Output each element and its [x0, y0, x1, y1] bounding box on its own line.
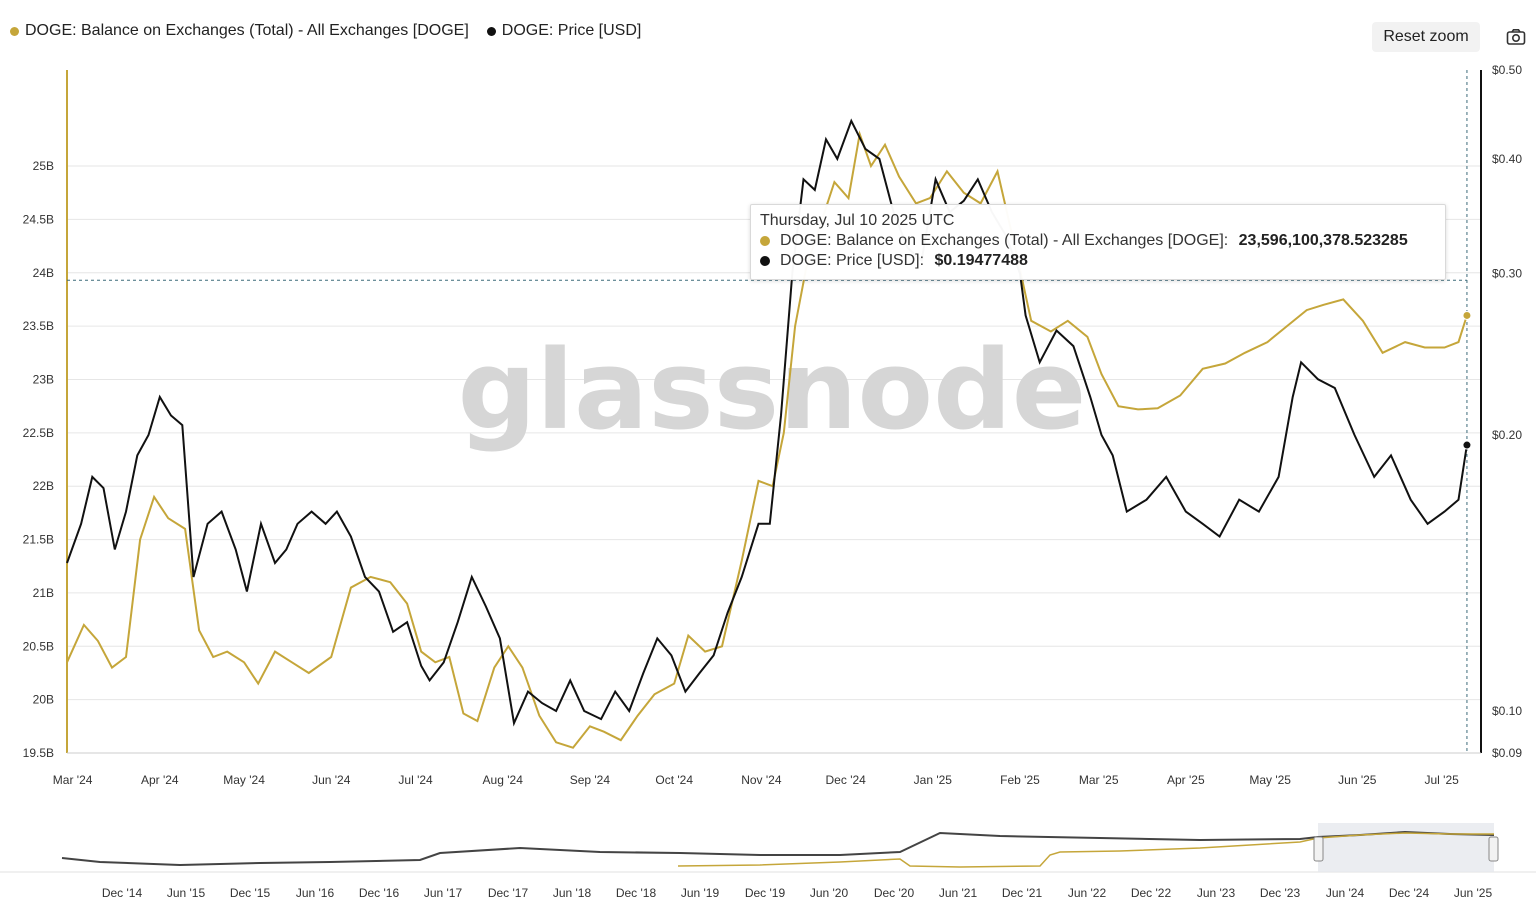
legend-item-balance[interactable]: DOGE: Balance on Exchanges (Total) - All…	[10, 22, 469, 40]
x-tick-label: Apr '25	[1167, 773, 1205, 787]
tooltip-price-row: DOGE: Price [USD]: $0.19477488	[760, 251, 1436, 271]
legend-dot-balance	[10, 26, 19, 36]
x-tick-label: Apr '24	[141, 773, 179, 787]
left-tick-label: 25B	[33, 159, 54, 173]
navigator-tick-label: Jun '17	[424, 886, 463, 900]
navigator-tick-label: Jun '16	[296, 886, 335, 900]
navigator-tick-label: Dec '21	[1002, 886, 1043, 900]
reset-zoom-button[interactable]: Reset zoom	[1372, 22, 1480, 52]
x-tick-label: Mar '24	[53, 773, 93, 787]
x-tick-label: Jun '24	[312, 773, 351, 787]
navigator-tick-label: Dec '14	[102, 886, 143, 900]
x-axis: Mar '24 Apr '24 May '24 Jun '24 Jul '24 Aug '…	[53, 752, 1481, 787]
camera-icon[interactable]	[1506, 28, 1526, 46]
balance-hover-marker	[1462, 310, 1472, 320]
navigator-tick-label: Jun '15	[167, 886, 206, 900]
navigator-tick-label: Dec '17	[488, 886, 529, 900]
navigator-tick-label: Dec '20	[874, 886, 915, 900]
x-tick-label: Jul '25	[1424, 773, 1459, 787]
navigator-tick-label: Dec '19	[745, 886, 786, 900]
left-axis: 19.5B 20B 20.5B 21B 21.5B 22B 22.5B 23B 23.5B 24B…	[23, 70, 68, 760]
legend: DOGE: Balance on Exchanges (Total) - All…	[10, 22, 641, 40]
navigator[interactable]: Dec '14 Jun '15 Dec '15 Jun '16 Dec '16 Jun '…	[0, 823, 1536, 900]
left-tick-label: 21B	[33, 586, 54, 600]
watermark: glassnode	[458, 326, 1087, 454]
navigator-selection	[1318, 823, 1494, 872]
tooltip-balance-label: DOGE: Balance on Exchanges (Total) - All…	[780, 232, 1233, 249]
tooltip: Thursday, Jul 10 2025 UTC DOGE: Balance …	[750, 204, 1446, 280]
tooltip-price-value: $0.19477488	[934, 252, 1028, 269]
left-tick-label: 20B	[33, 693, 54, 707]
x-tick-label: Aug '24	[483, 773, 524, 787]
tooltip-balance-value: 23,596,100,378.523285	[1238, 232, 1408, 249]
left-tick-label: 22B	[33, 479, 54, 493]
right-tick-label: $0.30	[1492, 266, 1522, 280]
x-tick-label: Mar '25	[1079, 773, 1119, 787]
x-tick-label: Dec '24	[826, 773, 867, 787]
navigator-tick-label: Jun '25	[1454, 886, 1493, 900]
navigator-tick-label: Dec '23	[1260, 886, 1301, 900]
left-tick-label: 20.5B	[23, 639, 54, 653]
navigator-tick-label: Jun '24	[1326, 886, 1365, 900]
left-tick-label: 22.5B	[23, 426, 54, 440]
right-tick-label: $0.40	[1492, 152, 1522, 166]
navigator-tick-label: Jun '20	[810, 886, 849, 900]
navigator-tick-label: Dec '22	[1131, 886, 1172, 900]
x-tick-label: May '24	[223, 773, 265, 787]
navigator-tick-label: Dec '15	[230, 886, 271, 900]
tooltip-dot-price	[760, 256, 770, 266]
navigator-tick-label: Jun '22	[1068, 886, 1107, 900]
right-tick-label: $0.50	[1492, 63, 1522, 77]
x-tick-label: Jul '24	[398, 773, 433, 787]
legend-item-price[interactable]: DOGE: Price [USD]	[486, 22, 642, 40]
legend-dot-price	[486, 26, 496, 36]
legend-label-balance: DOGE: Balance on Exchanges (Total) - All…	[25, 22, 469, 39]
right-axis: $0.09 $0.10 $0.20 $0.30 $0.40 $0.50	[1480, 63, 1522, 760]
price-hover-marker	[1462, 440, 1472, 450]
navigator-tick-label: Jun '21	[939, 886, 978, 900]
navigator-tick-label: Dec '16	[359, 886, 400, 900]
navigator-tick-label: Jun '23	[1197, 886, 1236, 900]
left-tick-label: 24.5B	[23, 212, 54, 226]
left-tick-label: 21.5B	[23, 533, 54, 547]
left-tick-label: 24B	[33, 266, 54, 280]
navigator-balance-line	[677, 832, 1494, 868]
navigator-handle-left	[1313, 836, 1324, 862]
left-tick-label: 23.5B	[23, 319, 54, 333]
left-tick-label: 19.5B	[23, 746, 54, 760]
x-tick-label: Nov '24	[741, 773, 782, 787]
x-tick-label: Sep '24	[570, 773, 611, 787]
right-tick-label: $0.09	[1492, 746, 1522, 760]
navigator-tick-label: Dec '18	[616, 886, 657, 900]
tooltip-price-label: DOGE: Price [USD]:	[780, 252, 929, 269]
series-balance-line	[66, 130, 1468, 749]
navigator-tick-label: Jun '19	[681, 886, 720, 900]
tooltip-dot-balance	[760, 236, 770, 246]
navigator-price-line	[61, 830, 1495, 867]
legend-label-price: DOGE: Price [USD]	[501, 22, 642, 39]
right-tick-label: $0.10	[1492, 704, 1522, 718]
series-price-line	[66, 118, 1468, 727]
right-tick-label: $0.20	[1492, 428, 1522, 442]
x-tick-label: Jan '25	[914, 773, 953, 787]
x-tick-label: Oct '24	[655, 773, 693, 787]
tooltip-date-text: Thursday, Jul 10 2025 UTC	[760, 212, 955, 229]
left-tick-label: 23B	[33, 372, 54, 386]
navigator-tick-label: Dec '24	[1389, 886, 1430, 900]
navigator-handle-right	[1488, 836, 1499, 862]
x-tick-label: May '25	[1249, 773, 1291, 787]
x-tick-label: Jun '25	[1338, 773, 1377, 787]
tooltip-date: Thursday, Jul 10 2025 UTC	[760, 211, 1436, 231]
tooltip-balance-row: DOGE: Balance on Exchanges (Total) - All…	[760, 231, 1436, 251]
x-tick-label: Feb '25	[1000, 773, 1040, 787]
navigator-tick-label: Jun '18	[553, 886, 592, 900]
